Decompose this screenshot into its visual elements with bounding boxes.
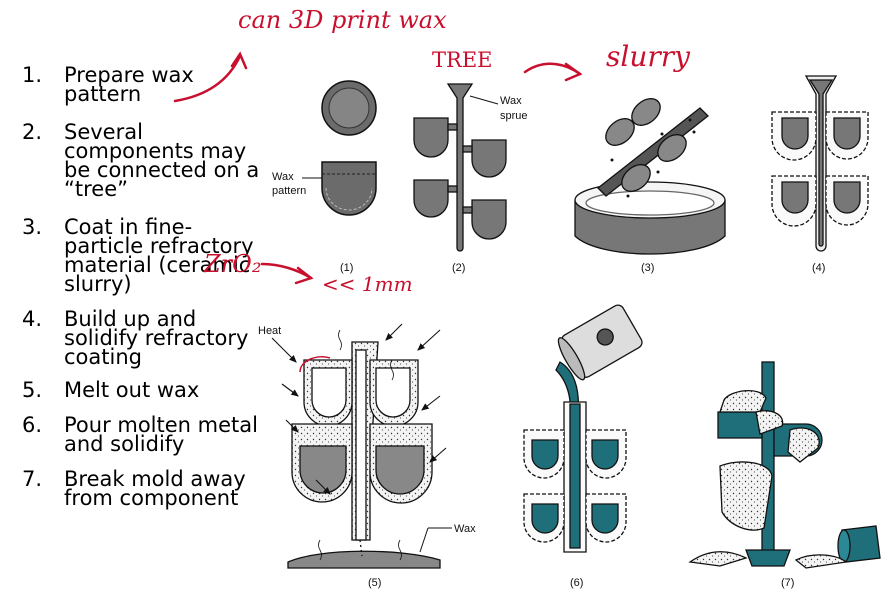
step-1: 1. Prepare wax pattern	[22, 63, 262, 106]
step-number: 5.	[22, 378, 43, 402]
step-number: 1.	[22, 63, 43, 87]
step-number: 3.	[22, 215, 43, 239]
annotation-3d-print-wax: can 3D print wax	[238, 6, 447, 34]
wax-pattern-label-line2: pattern	[272, 185, 306, 197]
step-text: Several components may be connected on a…	[64, 120, 260, 201]
figure-2-wax-tree: Wax sprue (2)	[413, 83, 528, 274]
caption-6: (6)	[570, 577, 583, 589]
step-3: 3. Coat in fine-particle refractory mater…	[22, 215, 262, 296]
annotation-arrows	[173, 51, 583, 285]
figure-4-coated-tree: (4)	[771, 75, 869, 274]
step-text: Melt out wax	[64, 378, 200, 402]
step-4: 4. Build up and solidify refractory coati…	[22, 307, 262, 369]
caption-5: (5)	[368, 577, 381, 589]
step-text: Break mold away from component	[64, 467, 246, 510]
wax-pattern-label-line1: Wax	[272, 171, 294, 183]
caption-1: (1)	[340, 262, 353, 274]
step-7: 7. Break mold away from component	[22, 467, 262, 510]
step-2: 2. Several components may be connected on…	[22, 120, 262, 201]
wax-label: Wax	[454, 523, 476, 535]
step-5: 5. Melt out wax	[22, 378, 262, 402]
figure-6-pour-metal: (6)	[523, 304, 643, 589]
step-number: 6.	[22, 413, 43, 437]
process-steps: 1. Prepare wax pattern 2. Several componen…	[22, 63, 262, 510]
figure-3-slurry-dip: (3)	[574, 98, 726, 274]
figure-7-break-mold: (7)	[688, 361, 881, 589]
wax-sprue-label-line2: sprue	[500, 110, 528, 122]
caption-3: (3)	[641, 262, 654, 274]
step-number: 4.	[22, 307, 43, 331]
caption-2: (2)	[452, 262, 465, 274]
figure-1-wax-pattern: Wax pattern (1)	[272, 80, 377, 274]
step-text: Build up and solidify refractory coating	[64, 307, 249, 369]
step-text: Pour molten metal and solidify	[64, 413, 258, 456]
wax-sprue-label-line1: Wax	[500, 95, 522, 107]
annotation-particle-size: << 1mm	[322, 272, 413, 296]
step-number: 2.	[22, 120, 43, 144]
figure-5-melt-out-wax: Heat Wax (5)	[258, 323, 476, 589]
step-number: 7.	[22, 467, 43, 491]
step-text: Coat in fine-particle refractory materia…	[64, 215, 254, 296]
step-6: 6. Pour molten metal and solidify	[22, 413, 262, 456]
annotation-zro2: ZrO₂	[204, 250, 262, 278]
caption-4: (4)	[812, 262, 825, 274]
annotation-slurry: slurry	[606, 40, 690, 73]
step-text: Prepare wax pattern	[64, 63, 194, 106]
annotation-tree: TREE	[432, 48, 493, 72]
caption-7: (7)	[781, 577, 794, 589]
heat-label: Heat	[258, 325, 281, 337]
